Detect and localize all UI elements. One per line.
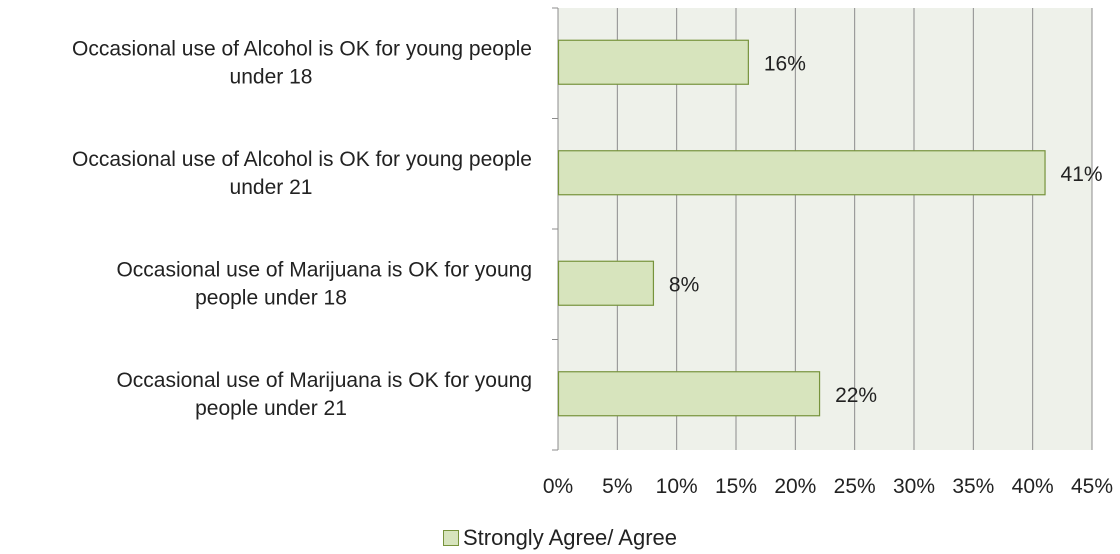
x-tick-label: 0% <box>543 475 573 498</box>
bar <box>557 150 1046 196</box>
bar <box>557 260 655 306</box>
x-tick-label: 20% <box>774 475 816 498</box>
category-label: Occasional use of Alcohol is OK for youn… <box>72 37 532 60</box>
category-label: under 18 <box>230 65 313 88</box>
category-label: Occasional use of Alcohol is OK for youn… <box>72 148 532 171</box>
x-tick-label: 30% <box>893 475 935 498</box>
legend-swatch <box>442 530 459 546</box>
data-label: 41% <box>1061 163 1103 186</box>
x-tick-label: 10% <box>656 475 698 498</box>
bar <box>557 39 749 85</box>
category-label: people under 18 <box>195 286 347 309</box>
bar <box>557 371 821 417</box>
category-label: Occasional use of Marijuana is OK for yo… <box>116 369 532 392</box>
data-label: 22% <box>835 384 877 407</box>
x-tick-label: 40% <box>1012 475 1054 498</box>
legend: Strongly Agree/ Agree <box>0 525 1120 552</box>
category-label: under 21 <box>230 176 313 199</box>
x-tick-label: 35% <box>952 475 994 498</box>
legend-label: Strongly Agree/ Agree <box>462 525 678 550</box>
category-label: people under 21 <box>195 397 347 420</box>
data-label: 16% <box>764 52 806 75</box>
x-tick-label: 25% <box>834 475 876 498</box>
chart-canvas: 0% 5% 10% 15% 20% 25% 30% 35% 40% 45% 16% Occasiona… <box>72 7 1113 498</box>
data-label: 8% <box>669 273 699 296</box>
x-tick-label: 15% <box>715 475 757 498</box>
category-label: Occasional use of Marijuana is OK for yo… <box>116 258 532 281</box>
x-tick-label: 5% <box>602 475 632 498</box>
legend-item: Strongly Agree/ Agree <box>442 525 678 551</box>
x-tick-label: 45% <box>1071 475 1113 498</box>
